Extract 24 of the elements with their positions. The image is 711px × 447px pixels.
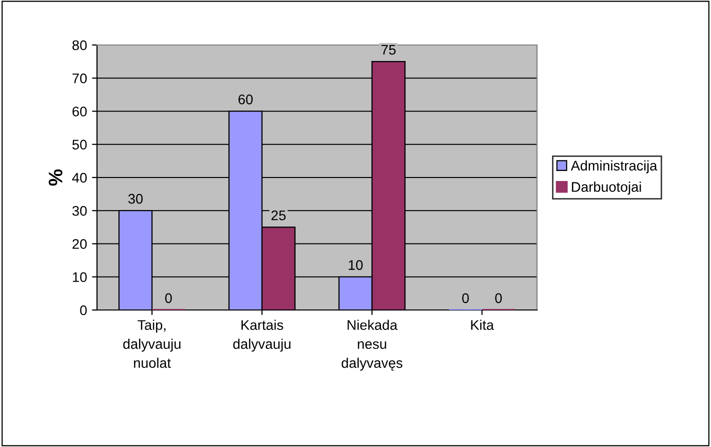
data-label: 75	[381, 44, 396, 55]
y-axis-title: %	[48, 169, 62, 186]
x-tick-label: Kita	[471, 320, 494, 330]
y-tick-label: 10	[72, 272, 87, 282]
y-tick-label: 20	[72, 239, 87, 249]
legend-label: Administracija	[570, 160, 658, 174]
data-label: 0	[495, 293, 502, 304]
y-tick-label: 70	[72, 73, 87, 84]
data-label: 25	[271, 210, 286, 220]
y-tick-label: 60	[72, 106, 87, 116]
legend-label: Darbuotojai	[572, 182, 641, 195]
data-label: 0	[165, 293, 172, 304]
data-label: 30	[128, 194, 143, 204]
data-label: 0	[462, 293, 469, 304]
y-tick-label: 50	[72, 140, 87, 150]
y-tick-label: 80	[72, 40, 87, 50]
y-tick-label: 40	[72, 172, 87, 183]
x-tick-label: Taip, dalyvauju nuolat	[123, 320, 180, 368]
data-label: 60	[238, 94, 253, 104]
x-tick-label: Kartais dalyvauju	[233, 320, 290, 352]
x-tick-label: Niekada nesu dalyvavęs	[342, 320, 402, 371]
data-label: 10	[348, 260, 363, 270]
y-tick-label: 30	[72, 206, 87, 216]
y-tick-label: 0	[80, 305, 87, 316]
